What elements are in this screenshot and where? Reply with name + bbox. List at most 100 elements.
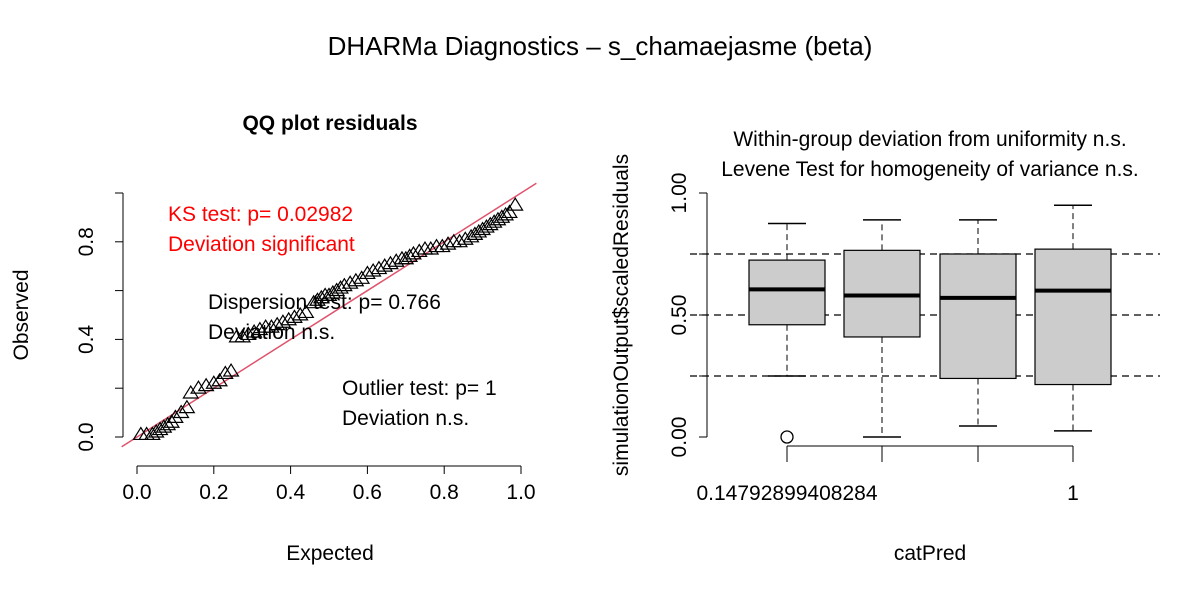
qq-point [410, 243, 428, 258]
qq-point [341, 275, 359, 289]
qq-point [251, 321, 269, 336]
dispersion-test-text: Dispersion test: p= 0.766 [208, 291, 441, 314]
boxplot-x-tick-label: 0.14792899408284 [696, 482, 877, 505]
qq-point [478, 219, 495, 233]
boxplot-box [939, 253, 1017, 380]
boxplot-y-axis-label: simulationOutput$scaledResiduals [610, 154, 633, 476]
qq-x-tick-label: 0.2 [199, 481, 228, 504]
boxplot-title-line-1: Within-group deviation from uniformity n… [733, 128, 1126, 151]
qq-point [280, 311, 298, 326]
qq-point [320, 287, 338, 301]
qq-point [159, 416, 177, 431]
boxplot-title-line-2: Levene Test for homogeneity of variance … [721, 158, 1139, 181]
dispersion-deviation-text: Deviation n.s. [208, 321, 335, 344]
qq-point [309, 292, 326, 306]
qq-point [474, 221, 492, 236]
qq-point [222, 362, 240, 377]
qq-point [466, 226, 484, 240]
qq-point [234, 328, 252, 343]
qq-plot-panel: QQ plot residuals Expected Observed 0.0 0… [10, 112, 537, 565]
qq-point [172, 404, 190, 419]
qq-reference-line-segment [121, 182, 537, 448]
main-title: DHARMa Diagnostics – s_chamaejasme (beta… [328, 31, 873, 61]
qq-x-tick-label: 0.0 [122, 481, 151, 504]
qq-point [328, 282, 346, 297]
qq-y-axis-label: Observed [10, 269, 33, 360]
qq-point [182, 384, 200, 399]
qq-point [405, 245, 422, 260]
qq-point [422, 240, 440, 255]
qq-point [268, 316, 286, 331]
qq-point [211, 372, 228, 387]
qq-point [291, 306, 309, 321]
qq-point [462, 228, 480, 243]
qq-points [132, 197, 524, 441]
qq-y-tick-label: 0.8 [75, 227, 98, 256]
qq-point [166, 409, 184, 423]
qq-point [456, 231, 474, 245]
qq-x-tick-label: 0.4 [276, 481, 306, 504]
qq-point [485, 214, 503, 228]
qq-point [401, 248, 419, 262]
qq-point [286, 309, 303, 323]
qq-x-tick-label: 0.8 [430, 481, 459, 504]
boxplot-y-tick-label: 0.00 [668, 417, 691, 458]
outlier-test-text: Outlier test: p= 1 [342, 377, 497, 400]
qq-point [262, 319, 280, 333]
qq-point [497, 206, 515, 221]
qq-point [439, 236, 457, 250]
qq-point [470, 223, 488, 238]
qq-point [205, 375, 223, 389]
qq-reference-line [121, 182, 537, 448]
boxplot-panel: Within-group deviation from uniformity n… [610, 128, 1160, 565]
qq-point [382, 255, 399, 270]
qq-point [178, 399, 196, 414]
qq-point [297, 304, 315, 319]
qq-point [197, 377, 215, 392]
qq-point [387, 253, 405, 267]
boxplot-boxes [748, 204, 1112, 444]
qq-point [312, 289, 330, 304]
qq-point [163, 414, 180, 428]
qq-axes: 0.0 0.2 0.4 0.6 0.8 1.0 0.0 0.4 0.8 [75, 192, 536, 504]
qq-annotations: KS test: p= 0.02982 Deviation significan… [168, 203, 497, 430]
qq-point [147, 423, 165, 438]
qq-point [501, 204, 518, 219]
ks-deviation-text: Deviation significant [168, 233, 355, 256]
qq-y-tick-label: 0.0 [75, 422, 98, 451]
boxplot-x-tick-label: 1 [1067, 482, 1079, 505]
boxplot-axes: 0.00 0.50 1.00 0.14792899408284 1 [668, 173, 1079, 505]
boxplot-outlier [780, 430, 794, 444]
boxplot-y-tick-label: 0.50 [668, 295, 691, 336]
qq-point [245, 323, 263, 338]
boxplot-box [748, 259, 826, 326]
qq-point [216, 365, 234, 380]
qq-point [274, 314, 292, 328]
qq-point [370, 260, 388, 275]
qq-point [506, 197, 524, 211]
qq-point [190, 380, 207, 394]
boxplot-y-tick-label: 1.00 [668, 173, 691, 214]
qq-point [324, 284, 342, 299]
qq-y-tick-label: 0.4 [75, 324, 98, 354]
qq-point [493, 209, 511, 223]
ks-test-text: KS test: p= 0.02982 [168, 203, 353, 226]
qq-point [332, 280, 349, 294]
qq-point [335, 277, 353, 292]
qq-point [353, 270, 371, 284]
qq-point [143, 426, 161, 441]
qq-point [481, 216, 499, 231]
qq-point [305, 294, 323, 309]
qq-x-tick-label: 0.6 [353, 481, 382, 504]
qq-point [364, 262, 382, 277]
boxplot-box [1034, 248, 1112, 386]
qq-x-axis-label: Expected [286, 542, 374, 565]
qq-plot-title: QQ plot residuals [242, 112, 417, 135]
qq-point [151, 421, 169, 436]
qq-point [358, 265, 376, 280]
qq-point [155, 419, 173, 433]
qq-point [376, 258, 394, 272]
qq-x-tick-label: 1.0 [506, 481, 535, 504]
qq-point [239, 326, 257, 341]
